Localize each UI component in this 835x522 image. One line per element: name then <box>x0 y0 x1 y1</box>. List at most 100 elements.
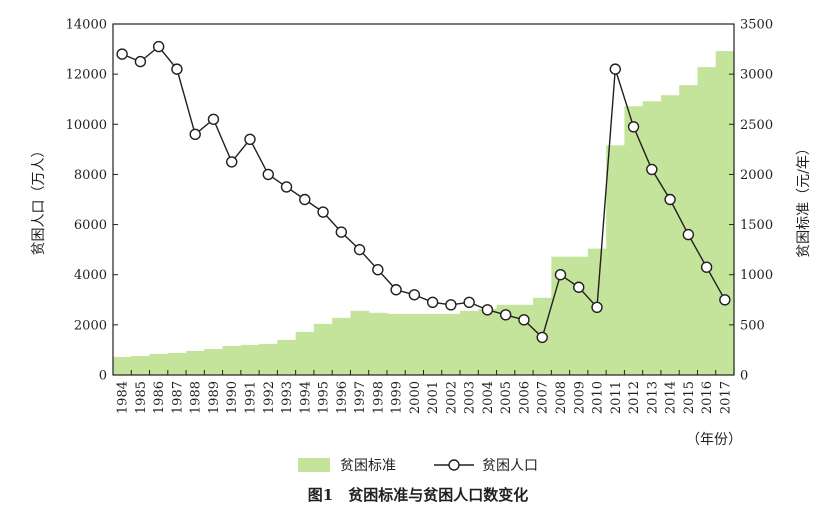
population-point-2010 <box>591 301 603 314</box>
x-tick-label: 1984 <box>116 381 131 414</box>
population-point-1997 <box>353 243 366 256</box>
x-tick-label: 2007 <box>536 381 551 414</box>
standard-bar-1986 <box>149 353 169 375</box>
x-tick-label: 1985 <box>134 381 149 414</box>
population-point-1991 <box>244 133 256 146</box>
standard-bar-1992 <box>259 343 278 375</box>
left-tick-label: 10000 <box>66 118 107 133</box>
legend: 贫困标准 贫困人口 <box>298 458 538 474</box>
population-point-2015 <box>682 228 695 241</box>
population-point-2003 <box>463 296 475 308</box>
population-point-1996 <box>335 226 348 238</box>
standard-bar-2000 <box>405 313 425 375</box>
poverty-standard-area <box>113 51 735 376</box>
population-point-2001 <box>426 296 439 308</box>
left-tick-label: 12000 <box>66 68 107 83</box>
x-tick-label: 1994 <box>298 381 313 414</box>
population-point-2012 <box>627 121 640 133</box>
x-axis-ticks: 1984 1985 1986 1987 1988 1989 1990 1991 1992 1993… <box>112 370 735 414</box>
x-tick-label: 2017 <box>718 381 733 414</box>
standard-bar-2004 <box>478 308 498 375</box>
x-tick-label: 2006 <box>517 381 532 414</box>
population-point-2011 <box>609 63 621 75</box>
x-tick-label: 1996 <box>335 381 350 414</box>
x-tick-label: 2005 <box>499 381 514 414</box>
population-point-2007 <box>536 331 548 344</box>
standard-bar-1998 <box>368 312 388 375</box>
x-tick-label: 1989 <box>207 381 222 414</box>
population-point-1990 <box>226 156 238 168</box>
x-tick-label: 1986 <box>152 381 167 414</box>
population-point-2004 <box>481 304 494 316</box>
left-tick-label: 6000 <box>74 218 107 233</box>
x-tick-label: 2008 <box>554 381 569 414</box>
x-axis-unit-label: （年份） <box>686 432 742 448</box>
legend-marker-population <box>448 459 460 471</box>
right-tick-label: 500 <box>740 318 765 333</box>
x-tick-label: 2004 <box>481 381 496 414</box>
x-tick-label: 1992 <box>262 381 277 414</box>
population-line-path <box>121 45 726 339</box>
standard-bar-1984 <box>113 356 132 375</box>
standard-bar-1993 <box>277 339 297 375</box>
standard-bar-2013 <box>642 101 662 375</box>
standard-bar-1987 <box>167 352 187 375</box>
population-point-1995 <box>317 206 329 218</box>
x-tick-label: 1988 <box>189 381 204 414</box>
right-tick-label: 2000 <box>740 168 773 183</box>
x-tick-label: 2009 <box>572 381 587 414</box>
x-tick-label: 1993 <box>280 381 295 414</box>
standard-bar-1989 <box>204 348 224 375</box>
standard-bar-2002 <box>441 313 461 375</box>
standard-bar-1996 <box>332 317 352 375</box>
population-point-1985 <box>134 55 147 68</box>
left-tick-label: 0 <box>99 369 107 384</box>
x-tick-label: 2012 <box>627 381 642 414</box>
x-tick-label: 2013 <box>645 381 660 414</box>
x-tick-label: 1997 <box>353 381 368 414</box>
x-tick-label: 2003 <box>463 381 478 414</box>
population-point-2016 <box>700 261 713 273</box>
right-tick-label: 3000 <box>740 68 773 83</box>
population-point-1984 <box>116 48 128 60</box>
population-point-1989 <box>207 113 220 125</box>
legend-label-standard: 贫困标准 <box>340 458 396 474</box>
population-point-1999 <box>390 284 402 296</box>
population-point-2017 <box>719 294 731 306</box>
right-tick-label: 1000 <box>740 268 773 283</box>
standard-bar-1994 <box>295 331 315 375</box>
x-tick-label: 1991 <box>243 381 258 414</box>
x-tick-label: 2002 <box>444 381 459 414</box>
population-point-2008 <box>554 269 567 281</box>
x-tick-label: 1998 <box>371 381 386 414</box>
population-point-2009 <box>573 281 585 293</box>
population-point-2002 <box>445 299 457 311</box>
population-point-1998 <box>372 264 384 276</box>
right-tick-label: 0 <box>740 369 748 384</box>
x-tick-label: 1987 <box>170 381 185 414</box>
x-tick-label: 1990 <box>225 381 240 414</box>
right-tick-label: 3500 <box>740 18 773 33</box>
x-tick-label: 1995 <box>317 381 332 414</box>
standard-bar-2001 <box>423 313 443 375</box>
left-tick-label: 14000 <box>66 18 107 33</box>
legend-swatch-standard <box>298 458 330 472</box>
x-tick-label: 2011 <box>609 381 624 414</box>
standard-bar-1991 <box>240 344 260 375</box>
population-point-1994 <box>299 193 311 206</box>
x-tick-label: 2014 <box>664 381 679 414</box>
standard-bar-1997 <box>350 310 370 375</box>
population-point-1986 <box>152 40 165 53</box>
standard-bar-2011 <box>606 145 626 375</box>
right-axis-title: 贫困标准（元/年） <box>796 141 812 258</box>
standard-bar-2016 <box>697 67 717 375</box>
standard-bar-2009 <box>569 256 589 375</box>
standard-bar-2005 <box>496 304 516 375</box>
population-point-2014 <box>664 193 676 206</box>
poverty-population-line <box>116 40 731 344</box>
right-tick-label: 2500 <box>740 118 773 133</box>
x-tick-label: 1999 <box>390 381 405 414</box>
population-point-1988 <box>189 128 201 141</box>
x-tick-label: 2001 <box>426 381 441 414</box>
